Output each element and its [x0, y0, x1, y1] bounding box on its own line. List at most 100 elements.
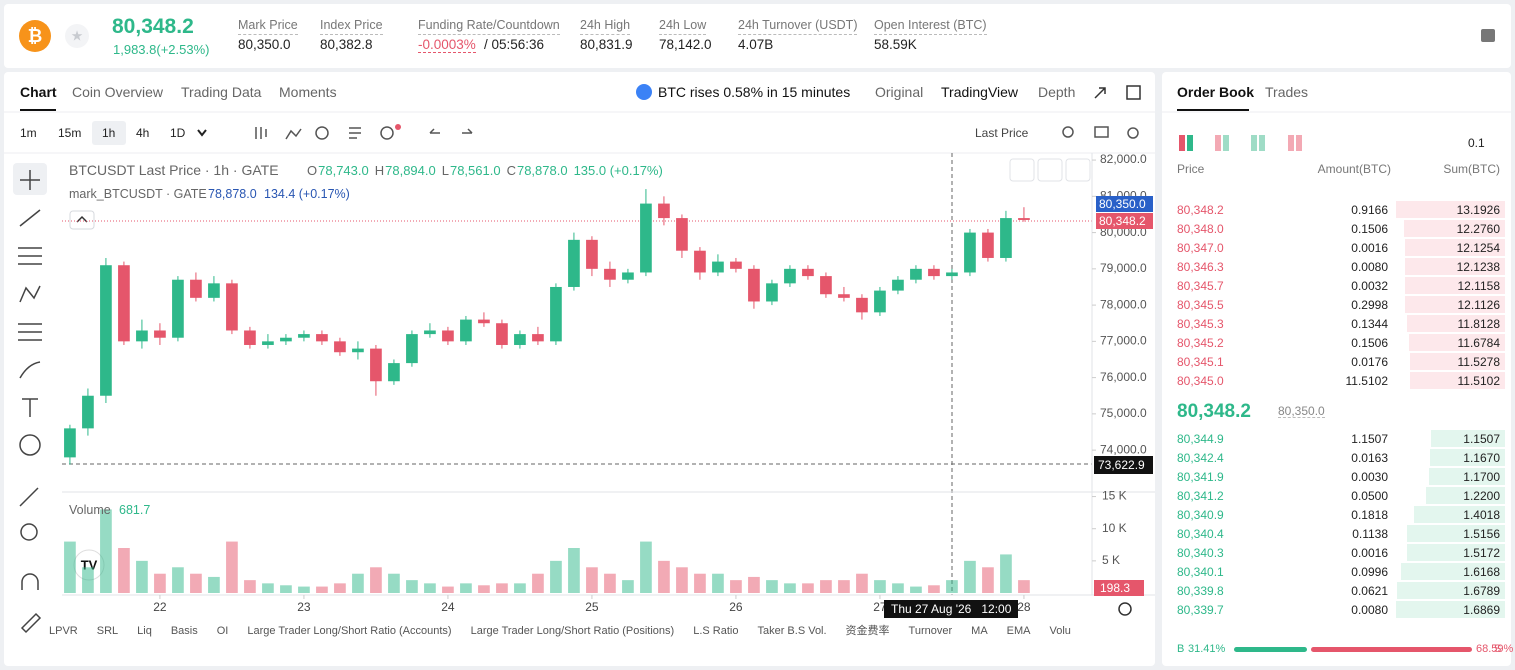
indicator[interactable]: Large Trader Long/Short Ratio (Accounts)	[247, 625, 452, 637]
indicator[interactable]: OI	[216, 625, 229, 637]
volume-bar	[154, 573, 166, 593]
collapse-legend[interactable]	[69, 210, 95, 230]
ohlc-key: L	[441, 163, 449, 178]
column-header: Amount(BTC)	[1317, 162, 1391, 176]
candle-body	[568, 239, 580, 287]
book-sum: 11.6784	[1457, 336, 1501, 350]
book-price[interactable]: 80,342.4	[1177, 451, 1224, 465]
book-price[interactable]: 80,348.0	[1177, 222, 1224, 236]
toolbar-icons	[255, 126, 1139, 140]
book-price[interactable]: 80,340.1	[1177, 565, 1224, 579]
book-price[interactable]: 80,345.5	[1177, 298, 1224, 312]
book-price[interactable]: 80,340.9	[1177, 508, 1224, 522]
candle-body	[676, 218, 688, 251]
book-price[interactable]: 80,340.3	[1177, 546, 1224, 560]
indicator[interactable]: Volu	[1049, 625, 1071, 637]
depth-bar	[1409, 372, 1505, 389]
y-tick-label: 74,000.0	[1100, 442, 1147, 456]
indicator[interactable]: Basis	[170, 625, 198, 637]
last-price: 80,348.2	[112, 15, 194, 38]
chart-view[interactable]: TradingView	[941, 84, 1019, 100]
stat-label: 24h Low	[659, 19, 707, 35]
book-price[interactable]: 80,346.3	[1177, 260, 1224, 274]
book-price[interactable]: 80,339.7	[1177, 603, 1224, 617]
window-icon[interactable]	[1126, 85, 1141, 100]
indicator[interactable]: Large Trader Long/Short Ratio (Positions…	[470, 625, 675, 637]
interval[interactable]: 1h	[102, 126, 116, 140]
book-view-icons[interactable]	[1179, 135, 1302, 151]
indicator[interactable]: LPVR	[49, 625, 78, 637]
book-amount: 0.0032	[1351, 279, 1388, 293]
volume-bar	[370, 567, 382, 593]
book-sum: 11.5102	[1457, 374, 1501, 388]
candle-body	[352, 348, 364, 353]
chart-tab[interactable]: Coin Overview	[72, 84, 164, 100]
book-price[interactable]: 80,344.9	[1177, 432, 1224, 446]
indicator[interactable]: EMA	[1006, 625, 1031, 637]
header	[4, 4, 1511, 68]
chart-tab[interactable]: Chart	[20, 84, 57, 100]
book-price[interactable]: 80,345.1	[1177, 355, 1224, 369]
book-sum: 11.5278	[1457, 355, 1501, 369]
depth-bar	[1408, 334, 1505, 351]
chart-view[interactable]: Depth	[1038, 84, 1076, 100]
candle-body	[226, 283, 238, 331]
dropdown-arrow[interactable]	[197, 129, 207, 137]
volume-bar	[694, 573, 706, 593]
interval[interactable]: 1m	[20, 126, 37, 140]
book-price[interactable]: 80,345.3	[1177, 317, 1224, 331]
indicator[interactable]: L.S Ratio	[693, 625, 739, 637]
chart-controls[interactable]	[1009, 158, 1091, 182]
chart-tab[interactable]: Moments	[279, 84, 337, 100]
indicator[interactable]: 资金费率	[845, 625, 890, 637]
mark-price-label: 80,350.0	[1096, 196, 1153, 212]
notes-icon[interactable]	[1481, 29, 1495, 42]
indicator[interactable]: Turnover	[908, 625, 953, 637]
indicator[interactable]: MA	[971, 625, 988, 637]
book-price[interactable]: 80,345.0	[1177, 374, 1224, 388]
book-price[interactable]: 80,347.0	[1177, 241, 1224, 255]
settings-icon[interactable]	[1118, 602, 1132, 616]
interval[interactable]: 15m	[58, 126, 82, 140]
volume-bar	[298, 586, 310, 593]
book-price[interactable]: 80,341.9	[1177, 470, 1224, 484]
book-amount: 0.0016	[1351, 546, 1388, 560]
ratio-buy-bar	[1234, 647, 1307, 652]
stat-value: 78,142.0	[659, 37, 712, 52]
coin-logo	[19, 20, 51, 52]
interval[interactable]: 4h	[136, 126, 150, 140]
book-price[interactable]: 80,341.2	[1177, 489, 1224, 503]
book-price[interactable]: 80,348.2	[1177, 203, 1224, 217]
book-price[interactable]: 80,345.7	[1177, 279, 1224, 293]
book-tab[interactable]: Trades	[1265, 84, 1309, 100]
book-price[interactable]: 80,345.2	[1177, 336, 1224, 350]
volume-bar	[460, 583, 472, 593]
precision[interactable]: 0.1	[1468, 136, 1485, 150]
indicator[interactable]: SRL	[96, 625, 119, 637]
book-sum: 12.1254	[1456, 241, 1500, 255]
price-alert[interactable]: BTC rises 0.58% in 15 minutes	[658, 84, 851, 100]
depth-bar	[1396, 582, 1505, 599]
volume-bar	[838, 580, 850, 593]
book-price[interactable]: 80,339.8	[1177, 584, 1224, 598]
drawing-tools	[18, 170, 42, 634]
indicator[interactable]: Taker B.S Vol.	[757, 625, 827, 637]
book-tab[interactable]: Order Book	[1177, 84, 1255, 100]
volume-bar	[190, 573, 202, 593]
volume-bar	[874, 580, 886, 593]
book-price[interactable]: 80,340.4	[1177, 527, 1224, 541]
candle-body	[388, 363, 400, 382]
indicator[interactable]: Liq	[137, 625, 152, 637]
favorite-button[interactable]	[65, 24, 89, 48]
book-sum: 1.6789	[1463, 584, 1500, 598]
interval[interactable]: 1D	[170, 126, 186, 140]
cursor-price-label: 73,622.9	[1094, 456, 1153, 474]
book-sum: 12.1126	[1457, 298, 1501, 312]
chart-view[interactable]: Original	[875, 84, 924, 100]
chart-tab[interactable]: Trading Data	[181, 84, 262, 100]
candle-body	[586, 239, 598, 269]
price-source[interactable]: Last Price	[975, 126, 1029, 140]
book-amount: 0.0030	[1351, 470, 1388, 484]
expand-icon[interactable]	[1094, 87, 1106, 99]
